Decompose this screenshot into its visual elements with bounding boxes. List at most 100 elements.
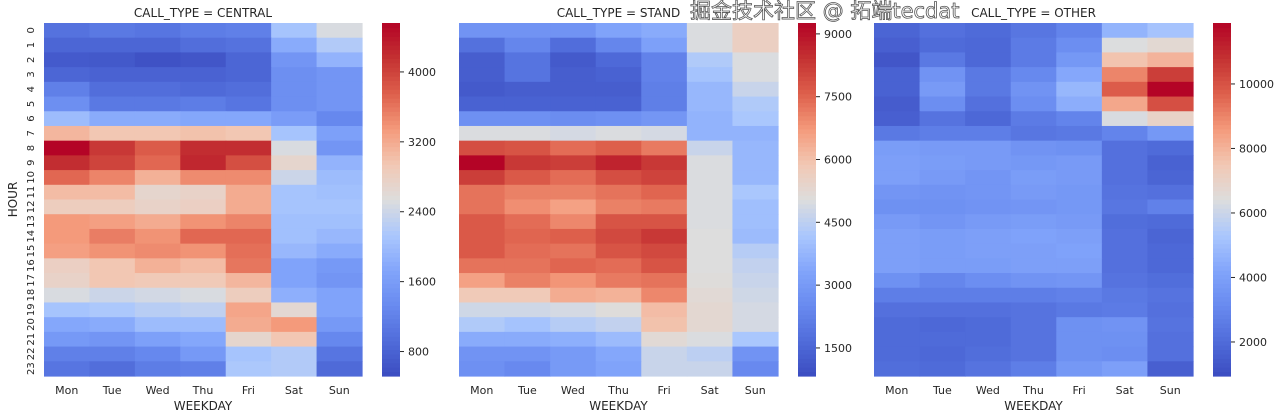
heatmap-cell: [1101, 199, 1149, 215]
heatmap-cell: [1101, 302, 1149, 318]
colorbar-segment: [382, 309, 400, 315]
heatmap-cell: [732, 346, 779, 362]
heatmap-cell: [1101, 155, 1149, 171]
heatmap-cell: [459, 184, 506, 201]
heatmap-cell: [316, 37, 363, 54]
colorbar-segment: [798, 115, 816, 121]
x-tick-label: Wed: [976, 384, 1000, 397]
x-tick-label: Mon: [885, 384, 908, 397]
colorbar-segment: [1213, 252, 1231, 258]
colorbar-segment: [1213, 124, 1231, 130]
heatmap-cell: [1056, 317, 1103, 333]
heatmap-cell: [595, 317, 642, 333]
colorbar-segment: [1213, 283, 1231, 289]
heatmap-cell: [965, 243, 1012, 259]
heatmap-cell: [225, 23, 272, 39]
heatmap-cell: [919, 199, 966, 215]
heatmap-cell: [316, 302, 363, 318]
heatmap-cell: [595, 331, 642, 348]
colorbar-segment: [1213, 292, 1231, 298]
heatmap-cell: [874, 155, 921, 171]
colorbar-tick-label: 2400: [408, 206, 436, 219]
heatmap-cell: [732, 184, 779, 201]
heatmap-cell: [874, 52, 921, 68]
heatmap-cell: [316, 361, 363, 377]
heatmap-cell: [550, 228, 597, 245]
heatmap-cell: [1010, 258, 1057, 274]
colorbar-segment: [798, 102, 816, 108]
colorbar-segment: [798, 80, 816, 86]
heatmap-cell: [1010, 170, 1057, 186]
heatmap-cell: [550, 214, 597, 230]
heatmap-cell: [595, 125, 642, 142]
heatmap-cell: [641, 155, 688, 171]
heatmap-cell: [686, 23, 734, 39]
heatmap-cell: [459, 331, 506, 348]
colorbar-segment: [382, 111, 400, 117]
heatmap-cell: [965, 67, 1012, 83]
heatmap-cell: [965, 96, 1012, 112]
heatmap-cell: [1147, 346, 1194, 362]
heatmap-cell: [225, 243, 272, 259]
colorbar-segment: [798, 159, 816, 165]
heatmap-cell: [316, 52, 363, 68]
colorbar-segment: [1213, 336, 1231, 342]
colorbar-segment: [798, 71, 816, 77]
colorbar-segment: [382, 80, 400, 86]
heatmap-cell: [134, 96, 181, 112]
colorbar-segment: [1213, 234, 1231, 240]
heatmap-cell: [271, 140, 318, 156]
heatmap-cell: [686, 67, 734, 83]
y-tick-label: 12: [26, 200, 37, 213]
heatmap-cell: [550, 243, 597, 259]
colorbar-segment: [798, 265, 816, 271]
heatmap-cell: [1056, 155, 1103, 171]
colorbar-segment: [382, 340, 400, 346]
colorbar-segment: [1213, 150, 1231, 156]
heatmap-cell: [595, 155, 642, 171]
heatmap-cell: [686, 37, 734, 54]
heatmap-cell: [1010, 140, 1057, 156]
heatmap-cell: [965, 199, 1012, 215]
heatmap-cell: [1010, 361, 1057, 377]
heatmap-cell: [271, 302, 318, 318]
heatmap-cell: [134, 184, 181, 201]
heatmap-cell: [504, 96, 551, 112]
panel-title: CALL_TYPE = OTHER: [971, 6, 1096, 20]
colorbar-segment: [382, 225, 400, 231]
heatmap-cell: [686, 228, 734, 245]
colorbar-segment: [382, 212, 400, 218]
heatmap-cell: [641, 37, 688, 54]
heatmap-cell: [732, 228, 779, 245]
heatmap-cell: [595, 214, 642, 230]
heatmap-cell: [595, 96, 642, 112]
colorbar-segment: [382, 102, 400, 108]
colorbar-segment: [798, 203, 816, 209]
colorbar-segment: [798, 305, 816, 311]
colorbar-segment: [382, 234, 400, 240]
heatmap-cell: [316, 273, 363, 289]
heatmap-cell: [271, 170, 318, 186]
colorbar-segment: [1213, 323, 1231, 329]
colorbar-tick-label: 9000: [824, 28, 852, 41]
colorbar-segment: [798, 331, 816, 337]
colorbar-segment: [1213, 256, 1231, 262]
heatmap-cell: [1056, 273, 1103, 289]
colorbar-segment: [382, 199, 400, 205]
heatmap-cell: [271, 273, 318, 289]
heatmap-cell: [225, 258, 272, 274]
heatmap-cell: [134, 37, 181, 54]
heatmap-cell: [1147, 228, 1194, 245]
heatmap-cell: [134, 331, 181, 348]
heatmap-cell: [1101, 23, 1149, 39]
heatmap-cell: [134, 228, 181, 245]
heatmap-cell: [316, 346, 363, 362]
heatmap-cell: [1101, 361, 1149, 377]
colorbar-segment: [798, 353, 816, 359]
heatmap-cell: [1010, 155, 1057, 171]
heatmap-cell: [89, 302, 136, 318]
colorbar-segment: [1213, 305, 1231, 311]
colorbar-segment: [382, 367, 400, 373]
heatmap-cell: [919, 37, 966, 54]
heatmap-cell: [504, 273, 551, 289]
